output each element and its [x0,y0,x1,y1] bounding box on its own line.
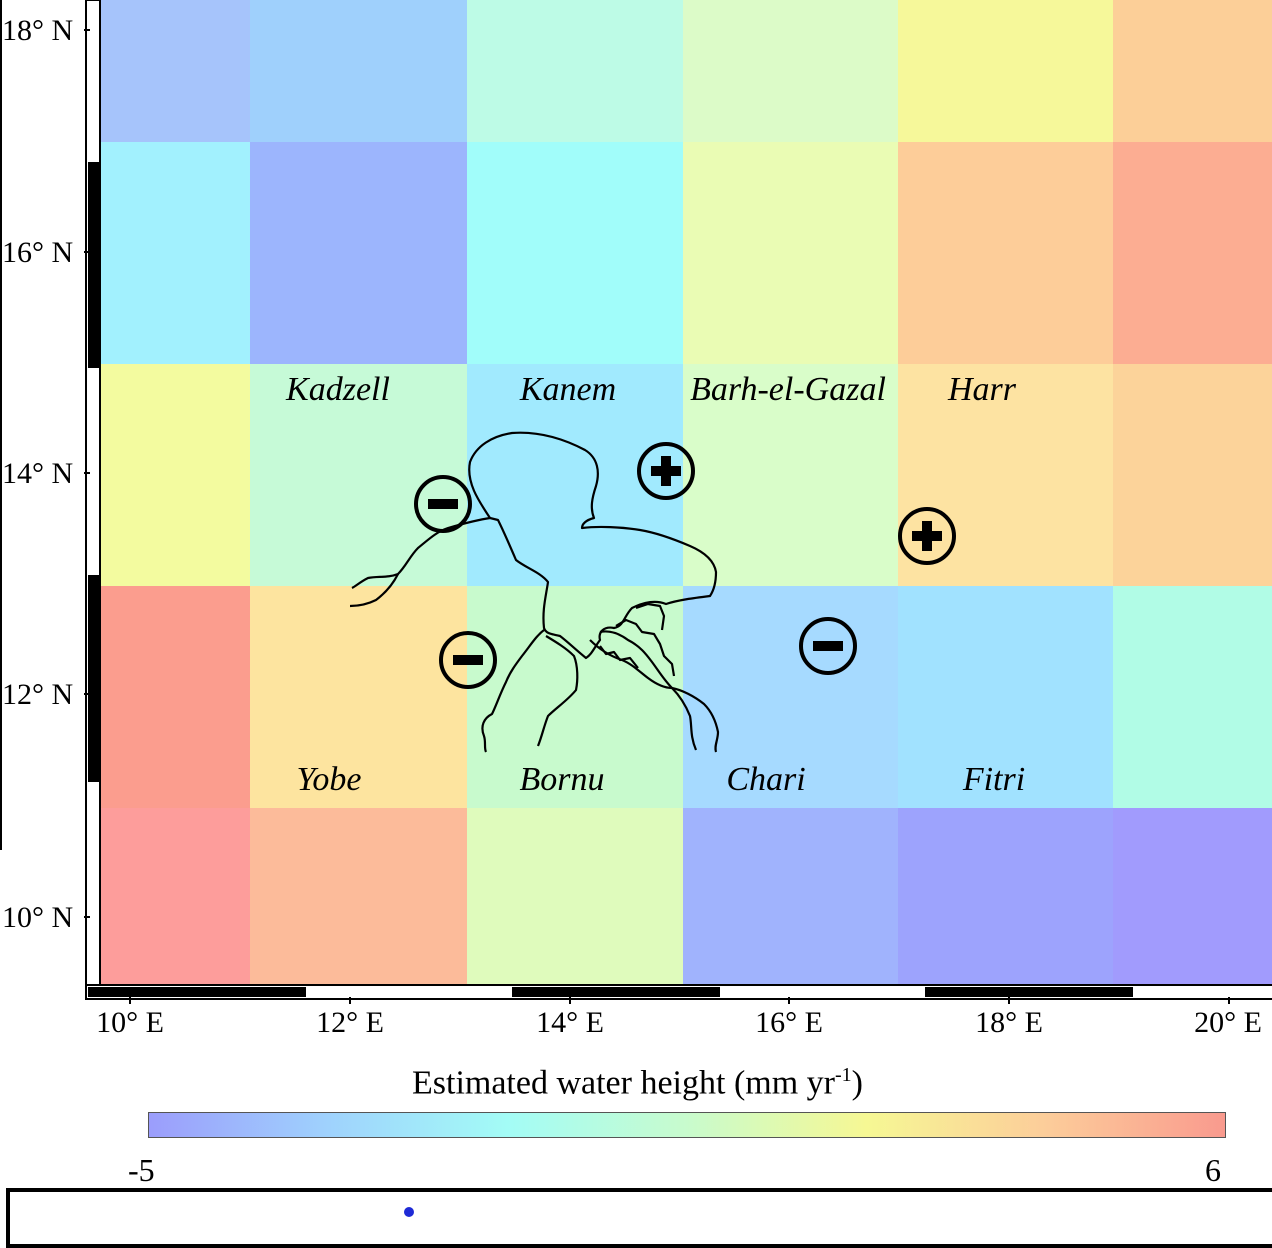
legend-title: Estimated water height (mm yr-1) [412,1064,863,1102]
lon-label-12e: 12° E [316,1006,384,1039]
map-canvas [0,0,1272,1004]
lon-label-18e: 18° E [975,1006,1043,1039]
chari-decrease-marker [799,617,857,675]
grid-cell [1113,364,1272,587]
grid-cell [250,586,468,809]
yobe-decrease-marker [439,631,497,689]
grid-cell [898,586,1114,809]
lon-label-16e: 16° E [755,1006,823,1039]
lat-label-18n: 18° N [2,14,74,47]
region-label-fitri: Fitri [962,761,1026,798]
grid-cell [683,364,899,587]
grid-cell [250,142,468,365]
grid-cell [898,0,1114,143]
grid-cell [101,142,251,365]
grid-cell [683,808,899,988]
map-frame [0,0,1272,1004]
grid-cell [467,142,684,365]
grid-cell [1113,586,1272,809]
grid-cell [898,142,1114,365]
grid-cell [250,0,468,143]
lat-label-14n: 14° N [2,457,74,490]
grid-cell [1113,808,1272,988]
region-label-bornu: Bornu [519,761,605,798]
grid-cell [250,808,468,988]
bottom-panel-frame [6,1188,1272,1248]
bottom-panel-marker [404,1207,414,1217]
grid-cell [467,364,684,587]
kadzell-decrease-marker [414,475,472,533]
region-label-kadzell: Kadzell [286,371,390,408]
harr-increase-marker [898,507,956,565]
region-label-harr: Harr [947,371,1017,408]
lat-label-12n: 12° N [2,678,74,711]
lat-label-10n: 10° N [2,901,74,934]
grid-cell [683,586,899,809]
region-label-yobe: Yobe [296,761,362,798]
grid-cell [1113,142,1272,365]
grid-cell [683,0,899,143]
grid-cell [101,364,251,587]
grid-cell [101,586,251,809]
colorbar-min-label: -5 [128,1152,155,1188]
lat-label-16n: 16° N [2,236,74,269]
grid-cell [467,808,684,988]
region-label-chari: Chari [726,761,806,798]
lon-label-10e: 10° E [96,1006,164,1039]
region-label-barh-el-gazal: Barh-el-Gazal [690,371,886,408]
grid-cell [101,0,251,143]
grid-cell [467,0,684,143]
grid-cell [683,142,899,365]
lake-chad-outline [349,431,720,753]
kanem-increase-marker [637,442,695,500]
grid-cell [1113,0,1272,143]
grid-cell [250,364,468,587]
grid-cell [898,364,1114,587]
water-height-grid [101,0,1272,988]
grid-cell [467,586,684,809]
lon-label-20e: 20° E [1194,1006,1262,1039]
colorbar [148,1112,1226,1138]
grid-cell [101,808,251,988]
region-label-kanem: Kanem [519,371,617,408]
grid-cell [898,808,1114,988]
colorbar-max-label: 6 [1205,1152,1221,1188]
lon-label-14e: 14° E [536,1006,604,1039]
